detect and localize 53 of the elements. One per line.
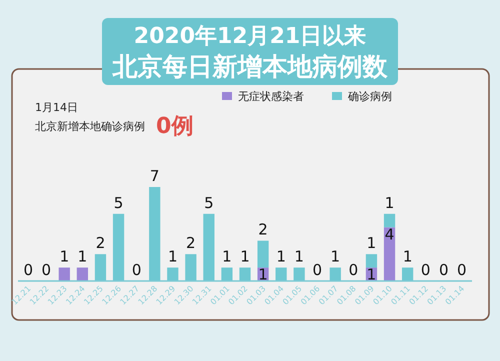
data-label: 0 bbox=[23, 261, 33, 279]
bar bbox=[94, 254, 106, 281]
data-label: 1 bbox=[60, 248, 70, 266]
bar bbox=[330, 268, 341, 281]
data-label: 1 bbox=[168, 248, 178, 266]
bar bbox=[185, 254, 196, 281]
bar bbox=[76, 268, 88, 281]
data-label: 0 bbox=[132, 261, 142, 279]
data-label: 0 bbox=[312, 261, 322, 279]
data-label: 2 bbox=[186, 234, 196, 252]
data-label: 1 bbox=[366, 266, 376, 284]
data-label: 5 bbox=[204, 194, 214, 212]
data-label: 0 bbox=[420, 261, 430, 279]
data-label: 1 bbox=[384, 194, 394, 212]
legend-label: 无症状感染者 bbox=[238, 90, 304, 103]
bar bbox=[149, 187, 160, 281]
data-label: 5 bbox=[114, 194, 124, 212]
data-label: 1 bbox=[294, 248, 304, 266]
data-label: 7 bbox=[150, 167, 160, 185]
data-label: 0 bbox=[348, 261, 358, 279]
data-label: 2 bbox=[258, 220, 268, 239]
data-label: 0 bbox=[42, 261, 52, 279]
data-label: 1 bbox=[366, 234, 376, 252]
bar bbox=[384, 227, 396, 281]
chart-subtitle: 2020年12月21日以来 bbox=[134, 24, 366, 49]
bar bbox=[112, 214, 124, 281]
text: 0例 bbox=[156, 114, 194, 139]
data-label: 2 bbox=[96, 234, 106, 252]
bar bbox=[366, 254, 378, 268]
data-label: 1 bbox=[402, 248, 412, 266]
data-label: 1 bbox=[78, 248, 88, 266]
bar bbox=[276, 268, 287, 281]
bar bbox=[384, 214, 396, 228]
data-label: 1 bbox=[258, 266, 268, 284]
bar bbox=[257, 240, 269, 268]
legend-label: 确诊病例 bbox=[347, 90, 392, 103]
bar bbox=[221, 268, 233, 281]
text: 北京新增本地确诊病例 bbox=[35, 120, 145, 133]
bar bbox=[239, 268, 251, 281]
data-label: 1 bbox=[222, 248, 232, 266]
bar bbox=[167, 268, 178, 281]
data-label: 0 bbox=[438, 261, 448, 279]
bar bbox=[402, 268, 414, 281]
data-label: 1 bbox=[276, 248, 286, 266]
bar bbox=[58, 268, 70, 281]
data-label: 1 bbox=[330, 248, 340, 266]
data-label: 0 bbox=[457, 261, 467, 279]
bar bbox=[294, 268, 305, 281]
data-label: 1 bbox=[240, 248, 250, 266]
chart-title: 北京每日新增本地病例数 bbox=[112, 52, 388, 81]
data-label: 4 bbox=[384, 225, 394, 244]
text: 1月14日 bbox=[35, 101, 78, 114]
bar bbox=[203, 214, 214, 281]
